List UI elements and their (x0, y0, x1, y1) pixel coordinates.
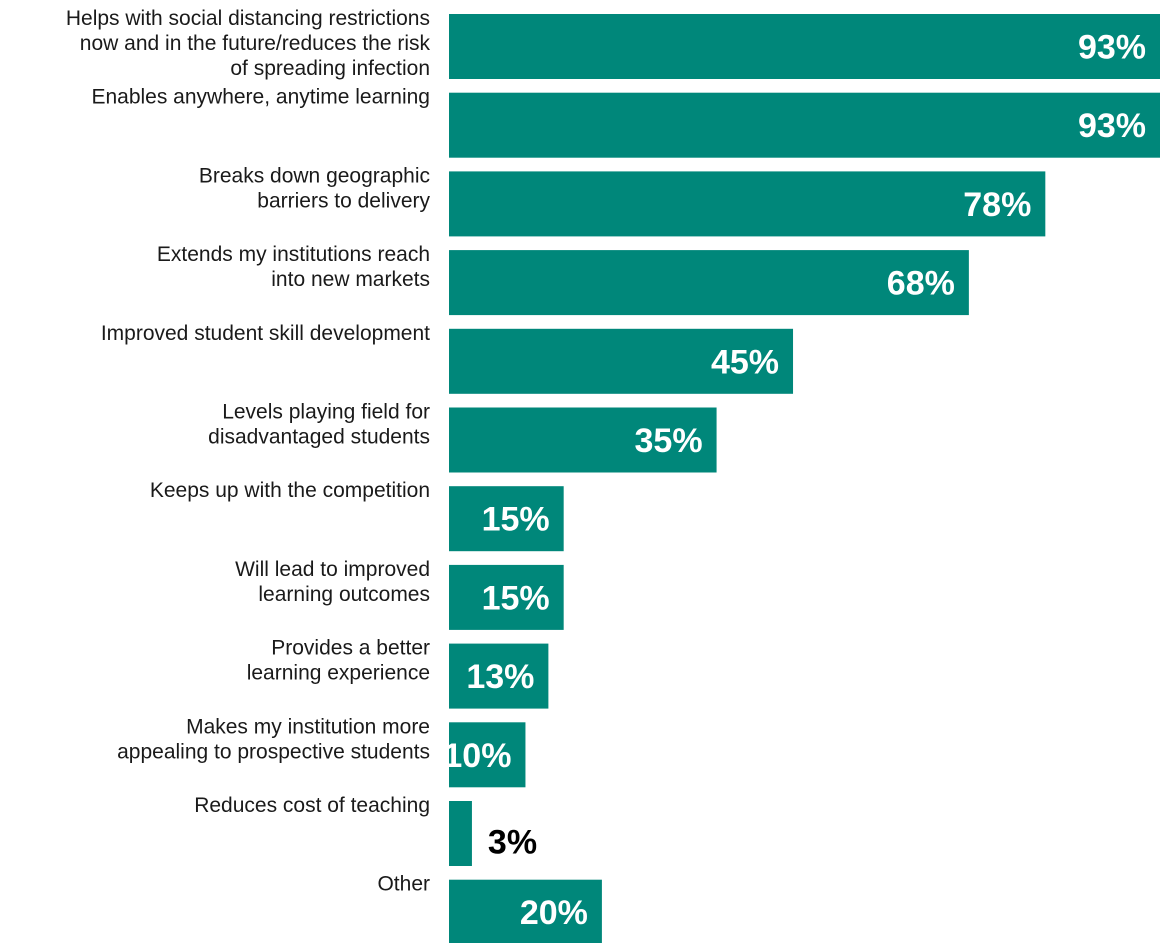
value-label-12: 20% (520, 894, 588, 932)
category-label-4: Extends my institutions reach into new ma… (157, 243, 430, 291)
category-label-12: Other (377, 873, 430, 896)
value-label-8: 15% (482, 579, 550, 617)
category-label-3: Breaks down geographic barriers to delive… (199, 164, 431, 212)
value-label-2: 93% (1078, 107, 1146, 145)
value-label-7: 15% (482, 501, 550, 539)
value-label-4: 68% (887, 265, 955, 303)
value-label-9: 13% (466, 658, 534, 696)
value-label-6: 35% (635, 422, 703, 460)
category-label-11: Reduces cost of teaching (194, 794, 430, 817)
bar-2 (449, 93, 1160, 158)
value-label-11: 3% (488, 824, 537, 862)
category-label-2: Enables anywhere, anytime learning (91, 86, 430, 109)
value-label-1: 93% (1078, 29, 1146, 67)
category-label-6: Levels playing field for disadvantaged st… (208, 401, 430, 449)
category-label-1: Helps with social distancing restriction… (66, 7, 431, 80)
bar-11 (449, 801, 472, 866)
category-label-8: Will lead to improved learning outcomes (235, 558, 430, 606)
category-label-5: Improved student skill development (101, 322, 430, 345)
category-label-7: Keeps up with the competition (150, 479, 430, 502)
value-label-3: 78% (963, 186, 1031, 224)
bar-3 (449, 171, 1045, 236)
category-label-10: Makes my institution more appealing to pr… (117, 715, 430, 763)
value-label-10: 10% (443, 737, 511, 775)
category-label-9: Provides a better learning experience (247, 637, 430, 685)
bar-1 (449, 14, 1160, 79)
value-label-5: 45% (711, 343, 779, 381)
